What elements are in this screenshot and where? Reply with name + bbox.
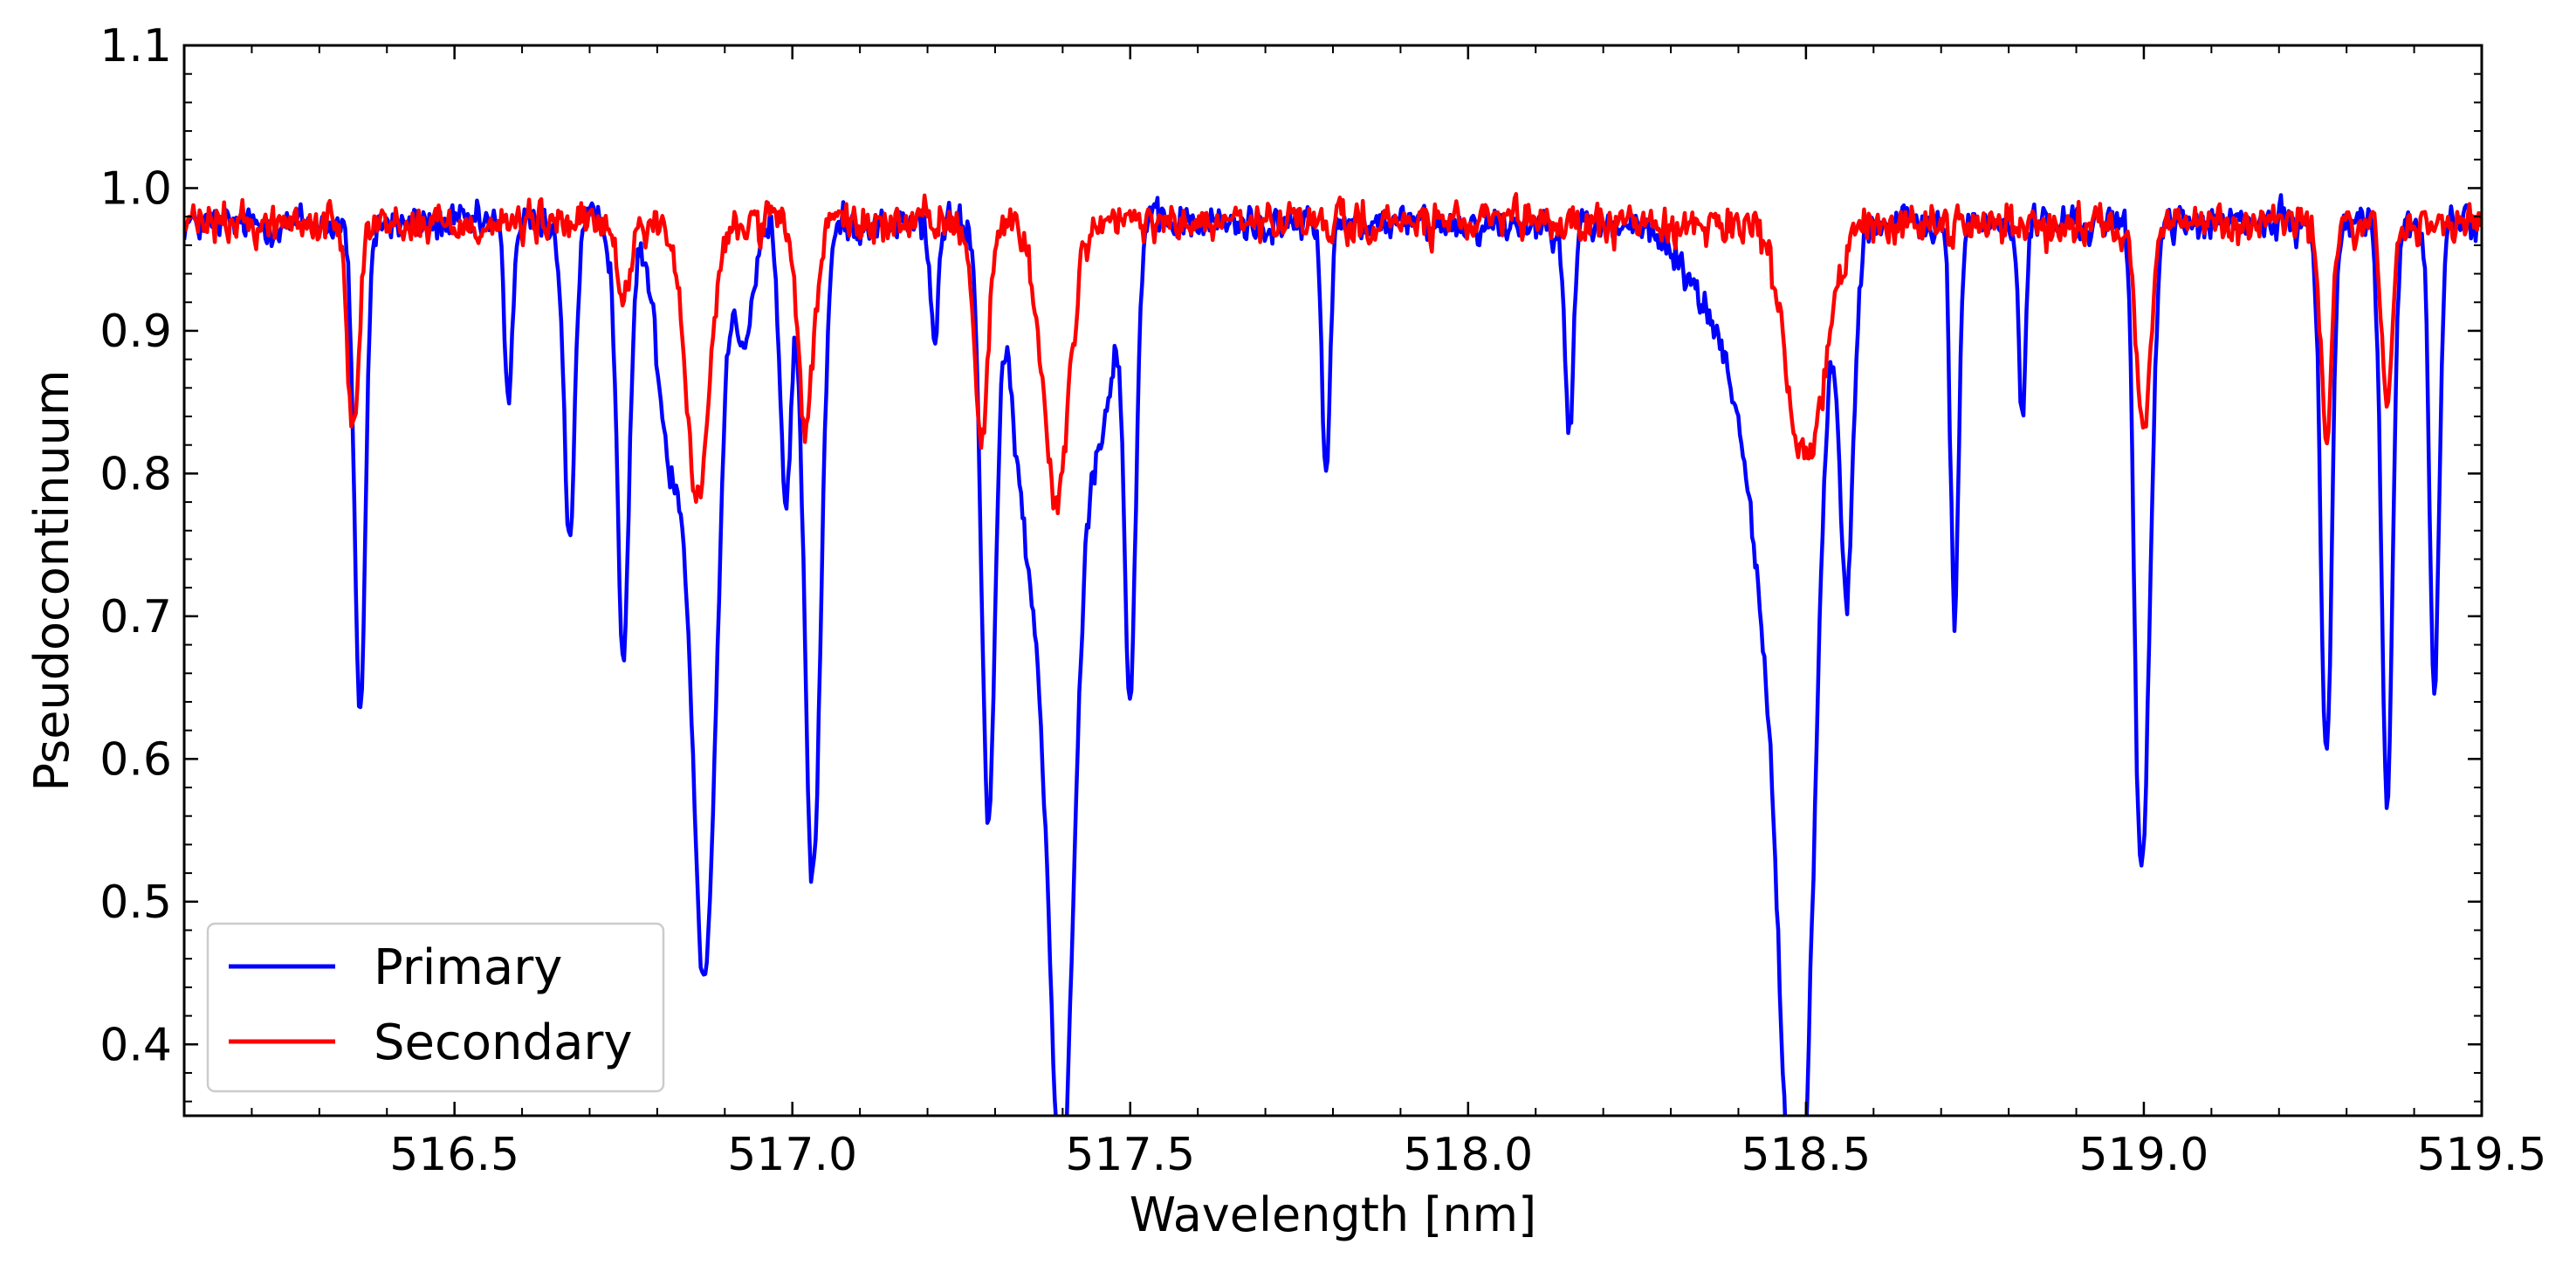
- y-tick-label: 0.4: [100, 1019, 172, 1071]
- y-tick-label: 0.6: [100, 733, 172, 786]
- y-tick-label: 1.1: [100, 20, 172, 72]
- y-tick-label: 1.0: [100, 162, 172, 215]
- x-tick-label: 517.5: [1065, 1129, 1195, 1181]
- series-line-secondary: [184, 191, 2482, 516]
- x-tick-label: 517.0: [727, 1129, 857, 1181]
- x-tick-label: 519.5: [2417, 1129, 2547, 1181]
- y-tick-label: 0.8: [100, 448, 172, 500]
- x-tick-label: 518.0: [1403, 1129, 1533, 1181]
- y-tick-label: 0.5: [100, 877, 172, 929]
- y-tick-label: 0.7: [100, 591, 172, 643]
- legend-label-primary: Primary: [374, 939, 562, 996]
- x-tick-label: 516.5: [389, 1129, 519, 1181]
- x-tick-label: 519.0: [2079, 1129, 2209, 1181]
- legend-label-secondary: Secondary: [374, 1014, 633, 1071]
- x-tick-label: 518.5: [1741, 1129, 1871, 1181]
- legend: Primary Secondary: [206, 922, 665, 1093]
- y-tick-label: 0.9: [100, 306, 172, 358]
- y-axis-label: Pseudocontinuum: [24, 370, 79, 792]
- axes-frame: [182, 44, 2483, 1117]
- x-axis-label: Wavelength [nm]: [1130, 1187, 1536, 1242]
